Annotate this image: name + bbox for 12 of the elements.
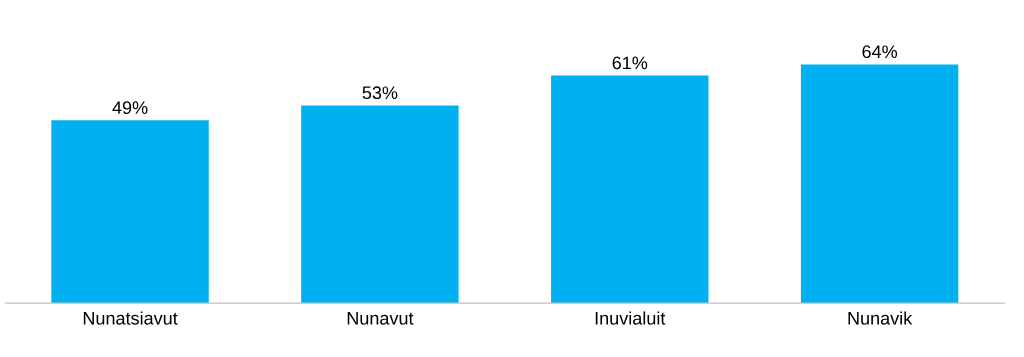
data-label: 61% [612, 56, 648, 70]
bar [301, 105, 459, 304]
bar [800, 64, 959, 304]
data-label: 53% [362, 86, 398, 100]
data-label: 49% [112, 101, 148, 115]
x-tick-label: Nunatsiavut [83, 311, 178, 325]
bar [551, 75, 709, 304]
x-tick-label: Inuvialuit [595, 311, 666, 325]
data-label: 64% [862, 45, 898, 59]
x-tick-label: Nunavut [347, 312, 414, 325]
bar [51, 120, 209, 304]
x-tick-label: Nunavik [848, 311, 913, 325]
